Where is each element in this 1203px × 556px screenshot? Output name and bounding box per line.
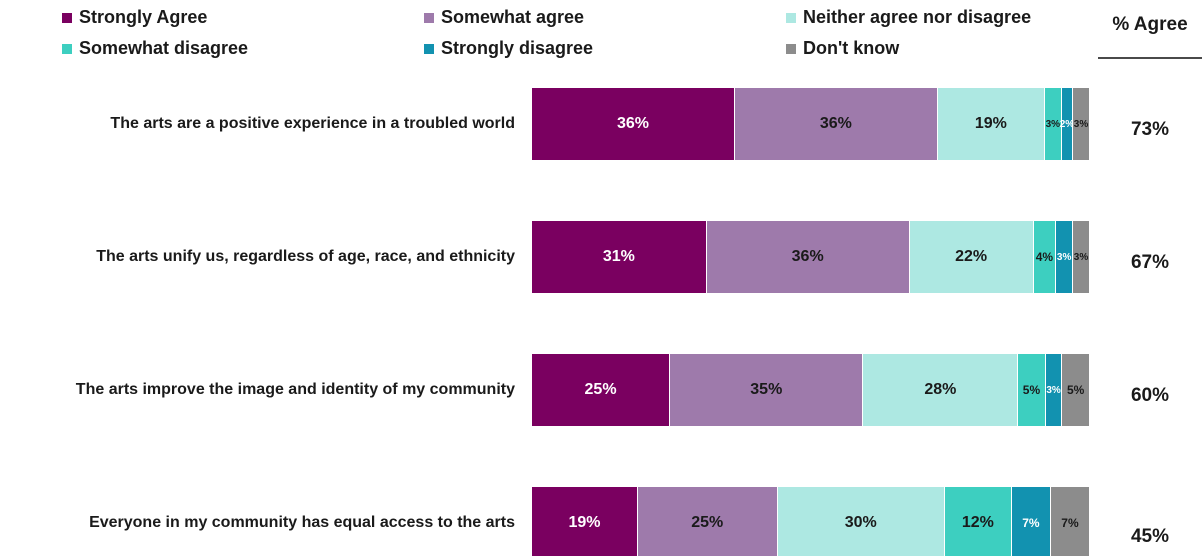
bar-segment-neither-agree-nor-disagree: 22% — [909, 221, 1034, 293]
bar-segment-somewhat-disagree: 12% — [944, 487, 1012, 556]
bar-segment-strongly-agree: 19% — [532, 487, 639, 556]
data-label: 7% — [1022, 516, 1040, 530]
data-label: 25% — [584, 381, 617, 398]
bar-segment-strongly-disagree: 2% — [1059, 88, 1075, 160]
row-label: The arts unify us, regardless of age, ra… — [96, 248, 515, 265]
agree-value: 60% — [1130, 385, 1170, 406]
legend-item-don-t-know: Don't know — [786, 38, 899, 59]
bar-segment-somewhat-agree: 25% — [638, 487, 778, 556]
legend-label: Strongly disagree — [441, 38, 594, 58]
data-label: 3% — [1045, 118, 1061, 130]
agree-value: 45% — [1130, 526, 1170, 547]
legend-label: Somewhat agree — [441, 7, 585, 27]
data-label: 36% — [616, 115, 649, 132]
legend-swatch — [62, 43, 72, 54]
bar-segment-strongly-agree: 25% — [532, 354, 671, 426]
data-label: 2% — [1059, 118, 1075, 130]
data-label: 19% — [568, 514, 601, 531]
legend-swatch — [62, 12, 72, 23]
agree-header: % Agree — [1112, 14, 1188, 35]
data-label: 3% — [1046, 384, 1061, 396]
legend-item-somewhat-agree: Somewhat agree — [424, 7, 584, 28]
data-label: 3% — [1073, 251, 1089, 263]
data-label: 25% — [691, 514, 724, 531]
bar-segment-somewhat-disagree: 3% — [1044, 88, 1062, 160]
bar-segment-neither-agree-nor-disagree: 28% — [863, 354, 1019, 426]
legend-swatch — [424, 12, 434, 23]
bar-segment-somewhat-agree: 36% — [734, 88, 938, 160]
bar-segment-neither-agree-nor-disagree: 19% — [937, 88, 1045, 160]
bar-segment-somewhat-agree: 36% — [706, 221, 910, 293]
data-label: 36% — [791, 248, 824, 265]
data-label: 3% — [1073, 118, 1089, 130]
bar-segment-don-t-know: 3% — [1073, 88, 1090, 160]
legend-item-neither-agree-nor-disagree: Neither agree nor disagree — [786, 7, 1031, 28]
legend-label: Don't know — [803, 38, 900, 58]
bar-segment-strongly-disagree: 7% — [1011, 487, 1051, 556]
bar-segment-strongly-disagree: 3% — [1056, 221, 1074, 293]
legend-swatch — [424, 43, 434, 54]
data-label: 7% — [1061, 516, 1079, 530]
row-label: The arts are a positive experience in a … — [110, 115, 515, 132]
row-label: Everyone in my community has equal acces… — [89, 514, 515, 531]
agree-value: 73% — [1130, 119, 1170, 140]
bar-segment-strongly-agree: 36% — [532, 88, 735, 160]
agree-value: 67% — [1130, 252, 1170, 273]
bar-segment-don-t-know: 7% — [1050, 487, 1090, 556]
data-label: 3% — [1056, 251, 1072, 263]
legend-item-strongly-agree: Strongly Agree — [62, 7, 207, 28]
legend-label: Somewhat disagree — [79, 38, 249, 58]
data-label: 19% — [974, 115, 1007, 132]
bar-segment-strongly-agree: 31% — [532, 221, 707, 293]
data-label: 5% — [1067, 383, 1085, 397]
bar-segment-somewhat-disagree: 4% — [1033, 221, 1057, 293]
data-label: 31% — [602, 248, 635, 265]
legend-item-somewhat-disagree: Somewhat disagree — [62, 38, 248, 59]
row-label: The arts improve the image and identity … — [75, 381, 515, 398]
bar-segment-somewhat-disagree: 5% — [1018, 354, 1046, 426]
bar-segment-neither-agree-nor-disagree: 30% — [777, 487, 945, 556]
data-label: 22% — [955, 248, 988, 265]
legend-item-strongly-disagree: Strongly disagree — [424, 38, 593, 59]
data-label: 5% — [1022, 383, 1041, 397]
legend-swatch — [786, 43, 796, 54]
bar-segment-don-t-know: 3% — [1073, 221, 1090, 293]
bar-segment-strongly-disagree: 3% — [1045, 354, 1063, 426]
data-label: 30% — [844, 514, 877, 531]
data-label: 12% — [961, 514, 994, 531]
data-label: 4% — [1035, 250, 1054, 264]
bar-segment-don-t-know: 5% — [1062, 354, 1090, 426]
data-label: 28% — [924, 381, 957, 398]
legend-label: Strongly Agree — [79, 7, 208, 27]
legend-swatch — [786, 12, 796, 23]
legend-label: Neither agree nor disagree — [803, 7, 1032, 27]
data-label: 35% — [750, 381, 783, 398]
data-label: 36% — [819, 115, 852, 132]
agree-header-rule — [1098, 57, 1202, 59]
bar-segment-somewhat-agree: 35% — [670, 354, 864, 426]
